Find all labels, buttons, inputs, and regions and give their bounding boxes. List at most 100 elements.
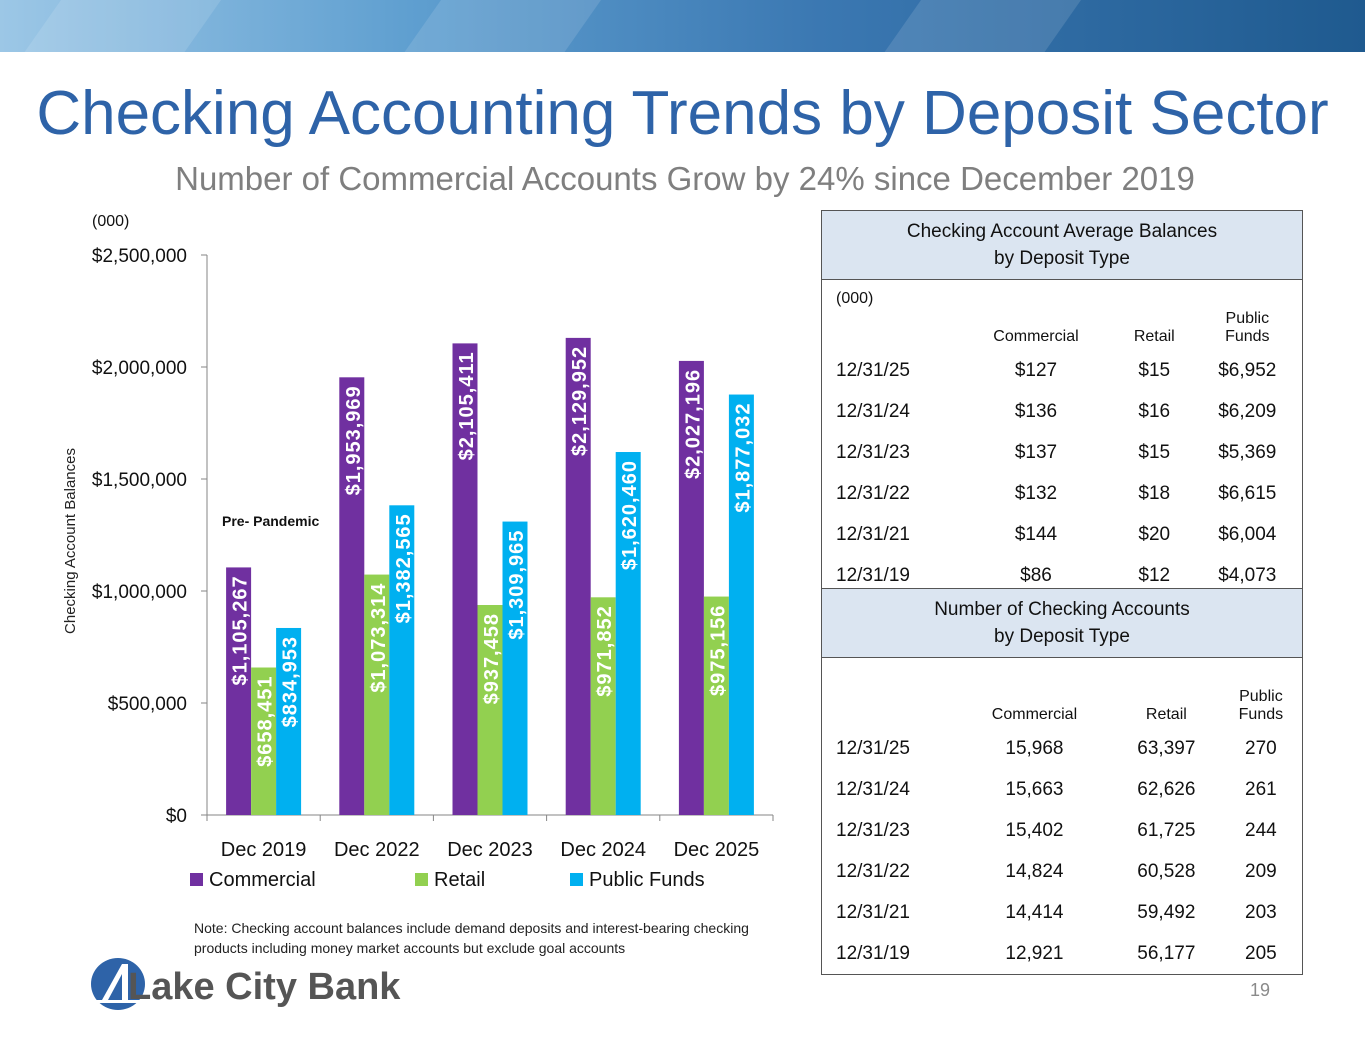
bar-commercial <box>452 343 478 815</box>
bar-commercial <box>226 567 252 815</box>
data-label: $1,073,314 <box>368 583 390 693</box>
col-public-funds: Public Funds <box>1238 688 1284 723</box>
balances-cell-commercial: $86 <box>1020 564 1052 586</box>
balances-cell-retail: $16 <box>1138 400 1171 422</box>
legend-swatch <box>570 873 583 886</box>
counts-cell-retail: 56,177 <box>1137 942 1196 964</box>
counts-cell-public: 261 <box>1245 778 1277 800</box>
x-tick-label: Dec 2025 <box>674 839 760 861</box>
data-label: $1,620,460 <box>619 460 641 570</box>
col-commercial: Commercial <box>993 328 1079 345</box>
balances-row: 12/31/24 $136 $16 $6,209 <box>822 391 1303 432</box>
balances-cell-public: $6,004 <box>1218 523 1277 545</box>
counts-cell-retail: 60,528 <box>1137 860 1196 882</box>
data-label: $2,027,196 <box>682 369 704 479</box>
page-title: Checking Accounting Trends by Deposit Se… <box>36 79 1329 148</box>
balances-cell-public: $4,073 <box>1218 564 1277 586</box>
bar-public-funds <box>389 505 415 815</box>
x-tick-label: Dec 2022 <box>334 839 420 861</box>
col-retail: Retail <box>1133 328 1175 345</box>
svg-text:Lake City Bank: Lake City Bank <box>128 966 401 1008</box>
pre-pandemic-annotation: Pre- Pandemic <box>222 513 319 529</box>
balances-table-title: Checking Account Average Balances by Depo… <box>821 210 1303 280</box>
y-tick-label: $2,500,000 <box>92 246 187 267</box>
counts-cell-date: 12/31/22 <box>836 860 910 882</box>
data-label: $2,129,952 <box>569 346 591 456</box>
counts-cell-retail: 59,492 <box>1137 901 1196 923</box>
header-banner <box>0 0 1365 52</box>
balances-cell-commercial: $132 <box>1014 482 1058 504</box>
counts-row: 12/31/23 15,402 61,725 244 <box>822 810 1303 851</box>
balances-row: 12/31/25 $127 $15 $6,952 <box>822 350 1303 391</box>
x-tick-label: Dec 2023 <box>447 839 533 861</box>
bar-commercial <box>565 337 591 815</box>
page-number: 19 <box>1250 980 1271 1000</box>
balances-cell-public: $6,209 <box>1218 400 1277 422</box>
balances-cell-public: $6,615 <box>1218 482 1277 504</box>
data-label: $1,877,032 <box>732 403 754 513</box>
counts-cell-public: 209 <box>1245 860 1277 882</box>
y-tick-label: $0 <box>166 806 187 827</box>
counts-cell-public: 244 <box>1245 819 1277 841</box>
bar-public-funds <box>276 627 302 815</box>
counts-row: 12/31/24 15,663 62,626 261 <box>822 769 1303 810</box>
data-label: $1,953,969 <box>343 385 365 495</box>
y-tick-label: $500,000 <box>108 694 187 715</box>
account-counts-table: Number of Checking Accounts by Deposit Ty… <box>821 588 1303 975</box>
col-retail: Retail <box>1145 706 1187 723</box>
balances-cell-commercial: $136 <box>1014 400 1058 422</box>
bar-public-funds <box>615 452 641 815</box>
data-label: $834,953 <box>280 636 302 727</box>
counts-cell-commercial: 14,824 <box>1005 860 1064 882</box>
counts-row: 12/31/19 12,921 56,177 205 <box>822 933 1303 975</box>
counts-cell-retail: 63,397 <box>1137 737 1196 759</box>
bar-public-funds <box>502 521 528 815</box>
balances-row: 12/31/21 $144 $20 $6,004 <box>822 514 1303 555</box>
counts-cell-retail: 62,626 <box>1137 778 1196 800</box>
col-public-funds: Public Funds <box>1225 310 1270 345</box>
legend-swatch <box>415 873 428 886</box>
legend-label: Commercial <box>209 869 316 891</box>
data-label: $1,105,267 <box>230 575 252 685</box>
y-tick-label: $1,500,000 <box>92 470 187 491</box>
data-label: $1,309,965 <box>506 530 528 640</box>
bar-public-funds <box>728 394 754 815</box>
data-label: $971,852 <box>594 605 616 696</box>
y-tick-label: $2,000,000 <box>92 358 187 379</box>
counts-row: 12/31/25 15,968 63,397 270 <box>822 728 1303 769</box>
legend-swatch <box>190 873 203 886</box>
counts-row: 12/31/22 14,824 60,528 209 <box>822 851 1303 892</box>
balances-cell-retail: $12 <box>1138 564 1171 586</box>
data-label: $658,451 <box>255 676 277 767</box>
page-subtitle: Number of Commercial Accounts Grow by 24… <box>175 160 1195 197</box>
bar-retail <box>364 574 390 815</box>
unit-label: (000) <box>92 213 129 230</box>
balances-unit-label: (000) <box>836 290 874 307</box>
y-tick-label: $1,000,000 <box>92 582 187 603</box>
data-label: $975,156 <box>707 605 729 696</box>
data-label: $1,382,565 <box>393 513 415 623</box>
balances-row: 12/31/19 $86 $12 $4,073 <box>822 555 1303 597</box>
balances-cell-retail: $15 <box>1138 441 1171 463</box>
bar-retail <box>251 667 277 815</box>
counts-cell-public: 203 <box>1245 901 1277 923</box>
balances-cell-date: 12/31/22 <box>836 482 910 504</box>
counts-cell-commercial: 15,402 <box>1005 819 1064 841</box>
balances-row: 12/31/23 $137 $15 $5,369 <box>822 432 1303 473</box>
counts-cell-public: 270 <box>1245 737 1277 759</box>
balances-cell-date: 12/31/21 <box>836 523 910 545</box>
bar-retail <box>477 605 503 815</box>
data-label: $2,105,411 <box>456 351 478 460</box>
counts-cell-date: 12/31/19 <box>836 942 910 964</box>
col-commercial: Commercial <box>991 706 1078 723</box>
balances-column-headers: (000) Commercial Retail Public Funds <box>822 280 1303 351</box>
data-label: $937,458 <box>481 613 503 704</box>
x-tick-label: Dec 2024 <box>560 839 646 861</box>
balances-cell-public: $5,369 <box>1218 441 1277 463</box>
counts-cell-public: 205 <box>1245 942 1277 964</box>
bar-commercial <box>678 360 704 815</box>
counts-cell-commercial: 12,921 <box>1005 942 1064 964</box>
bar-commercial <box>339 377 365 815</box>
balances-cell-retail: $20 <box>1138 523 1171 545</box>
balances-bar-chart: (000) $0 $500,000 $1,000,000 $1,500,000 $2,00… <box>62 213 774 891</box>
